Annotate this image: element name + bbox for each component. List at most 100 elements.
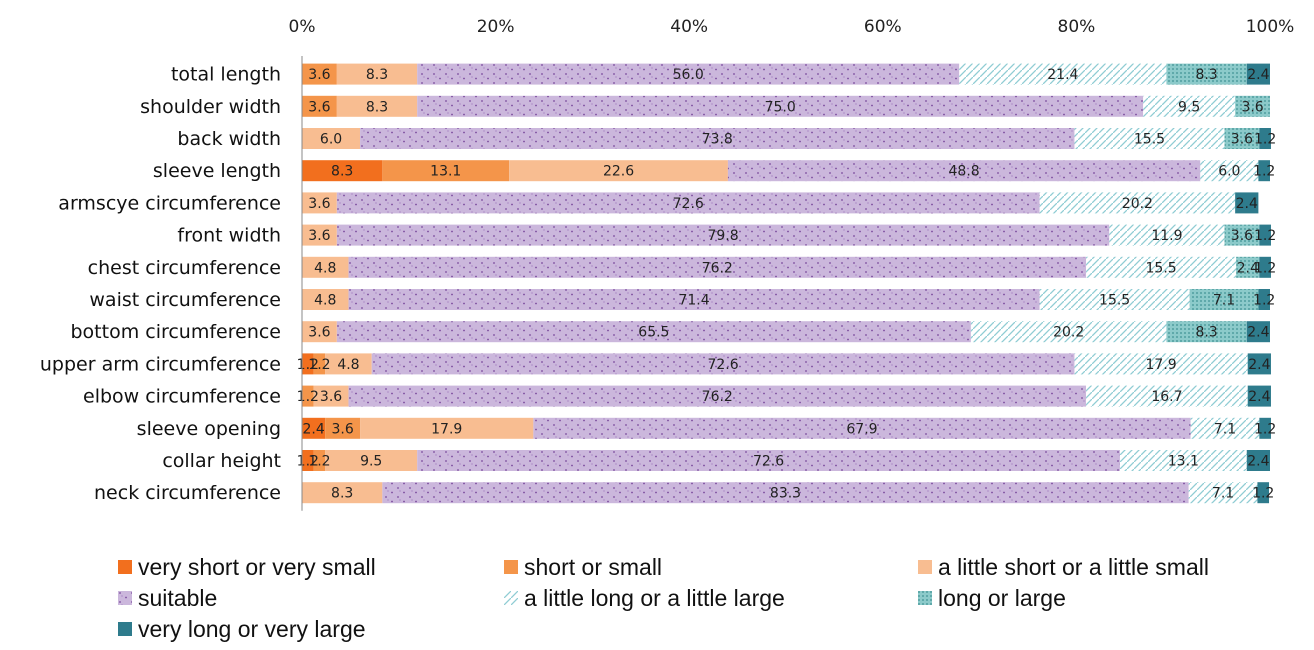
data-label: 73.8 [702, 132, 733, 148]
data-label: 56.0 [673, 67, 704, 83]
data-label: 9.5 [1178, 99, 1200, 115]
bar-segment [302, 353, 314, 375]
data-label: 3.6 [308, 228, 330, 244]
data-label: 2.4 [1236, 196, 1258, 212]
bar-segment [417, 63, 960, 85]
data-label: 20.2 [1122, 196, 1153, 212]
data-label: 2.4 [1247, 67, 1269, 83]
bar-segment [302, 482, 383, 504]
legend-item: a little short or a little small [918, 552, 1209, 582]
data-label: 2.4 [1248, 389, 1270, 405]
bar-segment [302, 95, 337, 117]
data-label: 22.6 [603, 164, 634, 180]
data-label: 15.5 [1134, 132, 1165, 148]
data-label: 3.6 [1231, 132, 1253, 148]
bar-segment [382, 160, 510, 182]
data-label: 8.3 [366, 99, 388, 115]
data-label: 4.8 [314, 293, 336, 309]
data-label: 65.5 [638, 325, 669, 341]
bar-segment [302, 224, 337, 246]
data-label: 79.8 [707, 228, 738, 244]
bar-segment [1200, 160, 1259, 182]
bar-segment [1247, 353, 1271, 375]
bar-segment [348, 289, 1040, 310]
category-label: collar height [162, 450, 281, 472]
data-label: 3.6 [308, 67, 330, 83]
bar-segment [1074, 128, 1225, 149]
bar-segment [417, 450, 1120, 471]
bar-segment [360, 417, 534, 439]
data-label: 48.8 [949, 164, 980, 180]
data-label: 76.2 [702, 260, 733, 276]
bars [302, 63, 1271, 504]
bar-segment [1119, 450, 1247, 471]
legend-item: very short or very small [118, 552, 376, 582]
data-label: 71.4 [678, 293, 709, 309]
bar-segment [1236, 256, 1260, 278]
bar-segment [1246, 321, 1270, 343]
data-label: 2.4 [1247, 325, 1269, 341]
bar-segment [1166, 63, 1247, 85]
bar-segment [1259, 224, 1271, 246]
data-label: 75.0 [765, 99, 796, 115]
data-label: 1.2 [1254, 132, 1276, 148]
data-label: 8.3 [331, 164, 353, 180]
data-label: 67.9 [846, 421, 877, 437]
data-label: 13.1 [1168, 454, 1199, 470]
bar-segment [371, 353, 1075, 375]
data-label: 8.3 [1195, 325, 1217, 341]
bar-segment [1188, 482, 1258, 504]
data-label: 3.6 [1231, 228, 1253, 244]
legend-label: very long or very large [138, 615, 366, 642]
legend-item: short or small [504, 552, 662, 582]
category-labels: total length shoulder width back width slee… [40, 64, 281, 505]
x-axis-ticks: 0% 20% 40% 60% 80% 100% [289, 17, 1295, 37]
x-tick-label: 80% [1058, 17, 1096, 37]
bar-segment [336, 321, 971, 343]
data-label: 7.1 [1214, 421, 1236, 437]
bar-segment [1109, 224, 1225, 246]
data-label: 1.2 [1254, 228, 1276, 244]
legend-label: very short or very small [138, 553, 376, 580]
bar-segment [1224, 128, 1260, 149]
category-label: upper arm circumference [40, 353, 281, 375]
data-label: 2.4 [302, 421, 324, 437]
data-label: 1.2 [308, 454, 330, 470]
bar-segment [1224, 224, 1260, 246]
bar-segment [302, 256, 349, 278]
data-label: 1.2 [308, 357, 330, 373]
data-label: 3.6 [320, 389, 342, 405]
legend-label: suitable [138, 584, 218, 611]
bar-segment [302, 417, 326, 439]
bar-segment [1143, 95, 1236, 117]
category-label: sleeve opening [137, 418, 281, 440]
bar-segment [325, 450, 418, 471]
data-label: 3.6 [1241, 99, 1263, 115]
stacked-bar-chart: 0% 20% 40% 60% 80% 100% total length shoulder … [40, 17, 1295, 511]
data-label: 1.2 [1253, 164, 1275, 180]
legend-item: very long or very large [118, 614, 366, 644]
legend-item: a little long or a little large [504, 583, 785, 613]
data-label: 3.6 [332, 421, 354, 437]
data-label: 17.9 [431, 421, 462, 437]
legend-item: suitable [118, 583, 217, 613]
bar-segment [336, 224, 1110, 246]
data-label: 3.6 [308, 99, 330, 115]
bar-segment [417, 95, 1144, 117]
bar-segment [970, 321, 1167, 343]
bar-segment [302, 385, 314, 407]
bar-segment [360, 128, 1075, 149]
bar-segment [1257, 482, 1270, 504]
bar-segment [313, 353, 326, 375]
legend: very short or very small short or small a … [118, 552, 1298, 648]
legend-swatch [504, 560, 518, 574]
bar-segment [302, 289, 349, 310]
bar-segment [348, 256, 1087, 278]
category-label: back width [177, 128, 281, 150]
data-label: 3.6 [308, 325, 330, 341]
data-label: 83.3 [770, 486, 801, 502]
bar-segment [302, 321, 337, 343]
x-tick-label: 20% [477, 17, 515, 37]
category-label: neck circumference [94, 482, 281, 504]
bar-segment [1258, 160, 1270, 182]
